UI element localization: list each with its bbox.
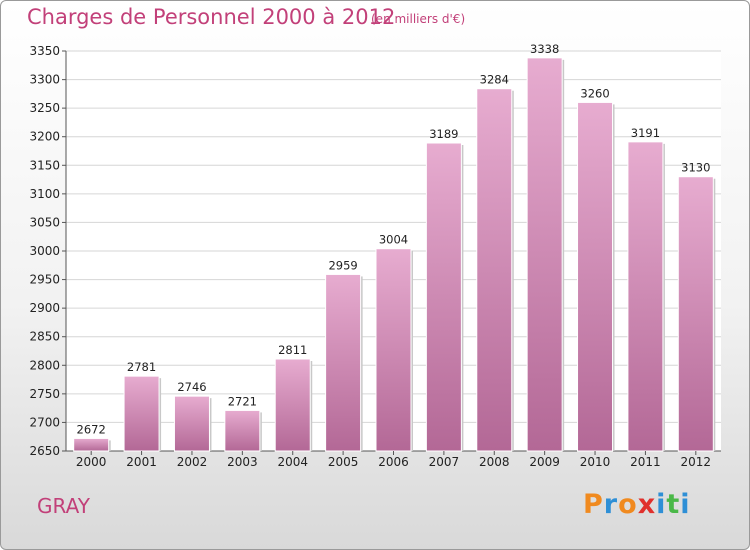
place-name: GRAY [37,494,90,518]
logo-letter: x [637,489,657,520]
y-tick-label: 3050 [29,215,60,229]
x-tick-label: 2007 [429,455,460,469]
bar [627,141,664,452]
x-tick-label: 2003 [227,455,258,469]
chart-title: Charges de Personnel 2000 à 2012 [27,5,396,29]
bar [123,375,160,452]
y-tick-label: 2900 [29,301,60,315]
y-tick-label: 2700 [29,415,60,429]
bar-value-label: 2811 [278,343,307,357]
x-tick-label: 2009 [529,455,560,469]
x-tick-label: 2000 [76,455,107,469]
x-tick-label: 2010 [580,455,611,469]
bar-value-label: 3338 [530,42,559,56]
x-tick-label: 2008 [479,455,510,469]
x-tick-label: 2012 [681,455,712,469]
x-tick-label: 2005 [328,455,359,469]
bar-value-label: 3284 [480,73,509,87]
bar-value-label: 2721 [228,394,257,408]
bar [224,409,261,452]
bar [476,88,513,452]
bar [325,273,362,452]
bar-value-label: 2781 [127,360,156,374]
logo-letter: t [666,489,681,520]
x-tick-label: 2004 [277,455,308,469]
y-tick-label: 3200 [29,130,60,144]
logo-letter: r [603,489,619,520]
logo-letter: o [618,489,638,520]
y-tick-label: 2800 [29,358,60,372]
bar [274,358,311,452]
bar [526,57,563,452]
bar-value-label: 3260 [580,86,609,100]
y-tick-label: 2950 [29,273,60,287]
bar-value-label: 3189 [429,127,458,141]
bar [73,437,110,452]
bar-value-label: 2672 [77,422,106,436]
x-tick-label: 2002 [177,455,208,469]
y-tick-label: 3300 [29,73,60,87]
y-tick-label: 3350 [29,44,60,58]
bar [173,395,210,452]
proxiti-logo: Proxiti [583,489,691,520]
bar [375,248,412,452]
y-tick-label: 3100 [29,187,60,201]
bar [425,142,462,452]
logo-letter: i [656,489,667,520]
bar [577,101,614,452]
y-tick-label: 3150 [29,158,60,172]
chart-subtitle: (en milliers d'€) [371,12,466,26]
bar-value-label: 2746 [177,380,206,394]
x-tick-label: 2006 [378,455,409,469]
x-tick-label: 2011 [630,455,661,469]
y-tick-label: 2750 [29,387,60,401]
y-tick-label: 3000 [29,244,60,258]
x-tick-label: 2001 [126,455,157,469]
y-tick-label: 2850 [29,330,60,344]
bar-value-label: 2959 [328,258,357,272]
bar-value-label: 3004 [379,233,408,247]
bar-value-label: 3191 [631,126,660,140]
y-tick-label: 3250 [29,101,60,115]
bar-value-label: 3130 [681,161,710,175]
logo-letter: i [680,489,691,520]
logo-letter: P [583,489,604,520]
y-tick-label: 2650 [29,444,60,458]
bar [677,176,714,452]
